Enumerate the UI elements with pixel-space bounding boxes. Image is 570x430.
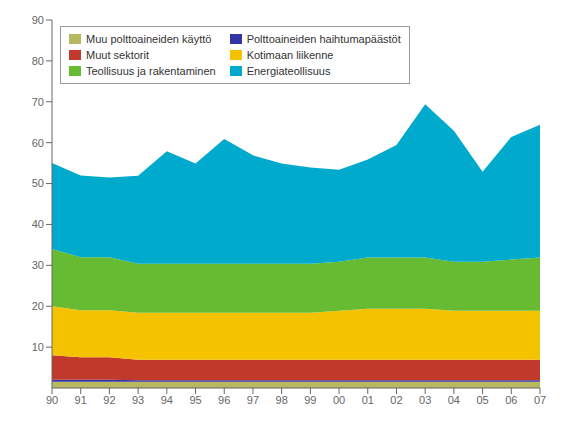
svg-text:02: 02 [390, 394, 402, 406]
svg-text:90: 90 [46, 394, 58, 406]
svg-text:01: 01 [362, 394, 374, 406]
svg-text:90: 90 [32, 14, 44, 26]
svg-text:50: 50 [32, 177, 44, 189]
svg-text:20: 20 [32, 300, 44, 312]
svg-text:40: 40 [32, 218, 44, 230]
html-text:Muut sektorit: Muut sektorit [86, 49, 149, 61]
svg-text:10: 10 [32, 341, 44, 353]
svg-text:92: 92 [103, 394, 115, 406]
svg-text:30: 30 [32, 259, 44, 271]
svg-text:91: 91 [75, 394, 87, 406]
svg-text:06: 06 [505, 394, 517, 406]
html-text:Teollisuus ja rakentaminen: Teollisuus ja rakentaminen [86, 65, 216, 77]
html-text:Kotimaan liikenne: Kotimaan liikenne [246, 49, 334, 61]
html-text:Polttoaineiden haihtumapäästöt: Polttoaineiden haihtumapäästöt [246, 33, 401, 45]
svg-text:60: 60 [32, 137, 44, 149]
svg-text:93: 93 [132, 394, 144, 406]
svg-text:96: 96 [218, 394, 230, 406]
svg-text:98: 98 [276, 394, 288, 406]
svg-text:94: 94 [161, 394, 173, 406]
svg-text:07: 07 [534, 394, 546, 406]
svg-text:00: 00 [333, 394, 345, 406]
svg-text:97: 97 [247, 394, 259, 406]
svg-text:05: 05 [476, 394, 488, 406]
svg-text:99: 99 [304, 394, 316, 406]
html-text:Energiateollisuus: Energiateollisuus [246, 65, 331, 77]
svg-text:04: 04 [448, 394, 460, 406]
svg-text:80: 80 [32, 55, 44, 67]
svg-text:03: 03 [419, 394, 431, 406]
svg-text:70: 70 [32, 96, 44, 108]
html-text:Muu polttoaineiden käyttö: Muu polttoaineiden käyttö [86, 33, 212, 45]
svg-text:95: 95 [189, 394, 201, 406]
